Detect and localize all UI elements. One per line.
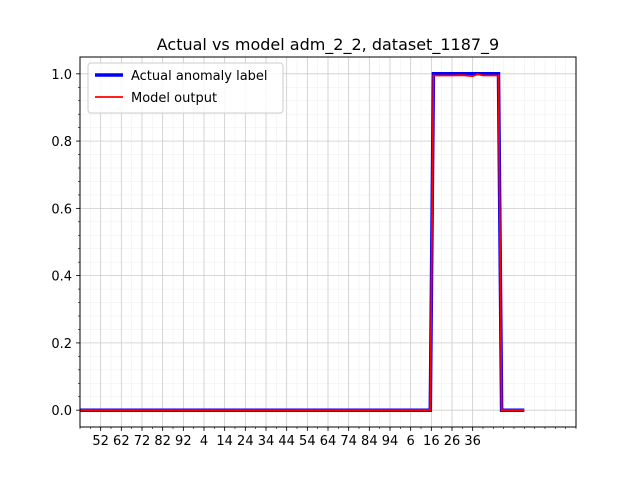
x-tick-label: 24 <box>237 434 254 449</box>
x-tick-label: 94 <box>382 434 399 449</box>
x-tick-label: 92 <box>175 434 192 449</box>
x-tick-label: 82 <box>154 434 171 449</box>
chart-title: Actual vs model adm_2_2, dataset_1187_9 <box>157 35 499 55</box>
x-tick-label: 36 <box>464 434 481 449</box>
x-tick-label: 64 <box>320 434 337 449</box>
series-layer <box>80 72 525 412</box>
y-tick-label: 1.0 <box>51 68 72 83</box>
x-tick-label: 54 <box>299 434 316 449</box>
series-line-model <box>80 73 525 412</box>
x-tick-label: 14 <box>216 434 233 449</box>
axis-layer: 52 62 72 82 92 4 14 24 34 44 54 64 74 84 94 6 16 26 36 0.0 0… <box>51 68 577 449</box>
x-tick-label: 44 <box>278 434 295 449</box>
x-tick-label: 72 <box>134 434 151 449</box>
x-tick-label: 62 <box>113 434 130 449</box>
y-tick-label: 0.4 <box>51 270 72 285</box>
y-tick-label: 0.8 <box>51 135 72 150</box>
legend-box <box>87 62 284 114</box>
x-tick-label: 4 <box>200 434 208 449</box>
legend: Actual anomaly label Model output <box>87 62 284 114</box>
y-tick-label: 0.6 <box>51 202 72 217</box>
y-tick-label: 0.2 <box>51 337 72 352</box>
legend-label-model: Model output <box>131 91 217 106</box>
x-tick-label: 26 <box>444 434 461 449</box>
x-tick-label: 6 <box>407 434 415 449</box>
legend-label-actual: Actual anomaly label <box>131 69 268 84</box>
x-tick-label: 74 <box>340 434 357 449</box>
x-tick-label: 16 <box>423 434 440 449</box>
x-tick-label: 34 <box>258 434 275 449</box>
x-tick-label: 52 <box>92 434 109 449</box>
y-tick-label: 0.0 <box>51 404 72 419</box>
x-tick-label: 84 <box>361 434 378 449</box>
